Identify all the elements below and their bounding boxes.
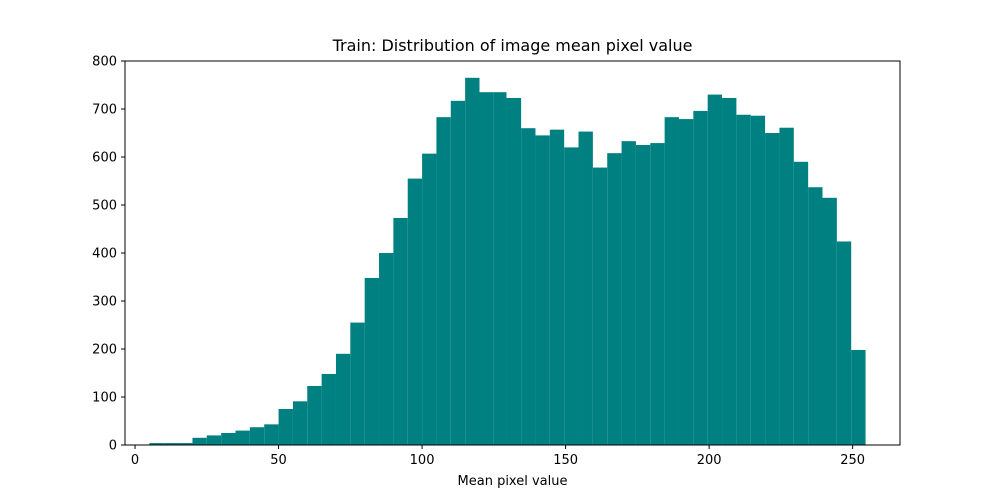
histogram-bar-22 [465, 77, 480, 446]
histogram-bar-29 [564, 147, 579, 445]
histogram-bar-18 [407, 178, 423, 445]
histogram-bar-30 [578, 131, 593, 445]
histogram-bar-17 [393, 217, 408, 445]
histogram-bar-44 [779, 127, 794, 445]
histogram-bar-19 [422, 153, 437, 445]
chart-title: Train: Distribution of image mean pixel … [332, 36, 693, 55]
x-tick-label-0: 0 [131, 453, 139, 468]
histogram-bar-16 [379, 253, 394, 445]
histogram-bar-21 [450, 100, 466, 445]
y-tick-label-1: 100 [92, 391, 117, 406]
histogram-bar-47 [822, 197, 837, 445]
y-tick-label-8: 800 [92, 55, 117, 70]
histogram-bar-45 [793, 161, 809, 446]
histogram-bar-23 [479, 92, 494, 445]
histogram-bar-0 [149, 443, 164, 445]
histogram-bar-20 [436, 117, 451, 445]
x-tick-label-4: 200 [697, 453, 722, 468]
x-tick-label-3: 150 [553, 453, 578, 468]
histogram-bar-36 [664, 117, 679, 445]
histogram-bar-40 [722, 97, 737, 446]
histogram-bar-14 [350, 322, 365, 445]
histogram-bar-33 [621, 141, 636, 445]
histogram-bar-12 [321, 373, 336, 445]
histogram-bar-38 [693, 110, 708, 446]
histogram-bar-24 [493, 92, 507, 445]
histogram-bar-3 [192, 437, 207, 445]
x-tick-label-2: 100 [410, 453, 435, 468]
histogram-bar-39 [707, 94, 723, 445]
ticks-group: 0 50 100 150 200 250 0 100 200 300 400 500 600 700 800 [92, 55, 865, 469]
y-tick-label-7: 700 [92, 103, 117, 118]
histogram-bar-2 [178, 443, 193, 445]
histogram-bar-7 [249, 427, 265, 445]
histogram-bar-48 [836, 241, 852, 445]
histogram-bar-27 [535, 135, 550, 445]
histogram-bar-34 [635, 145, 651, 445]
histogram-bar-9 [278, 409, 293, 445]
histogram-bar-37 [678, 119, 694, 445]
histogram-bar-46 [808, 187, 823, 446]
y-tick-label-5: 500 [92, 199, 117, 214]
histogram-bar-10 [292, 401, 308, 445]
x-tick-label-1: 50 [270, 453, 287, 468]
y-tick-label-0: 0 [109, 439, 117, 454]
histogram-bar-11 [307, 385, 322, 445]
y-tick-label-2: 200 [92, 343, 117, 358]
histogram-bar-15 [364, 277, 380, 445]
histogram-bar-25 [506, 97, 522, 446]
histogram-bar-41 [736, 114, 751, 445]
y-tick-label-4: 400 [92, 247, 117, 262]
y-tick-label-3: 300 [92, 295, 117, 310]
histogram-bar-49 [851, 349, 866, 445]
histogram-bar-35 [650, 143, 665, 445]
histogram-bar-32 [607, 153, 622, 445]
histogram-bar-31 [592, 167, 608, 445]
y-tick-label-6: 600 [92, 151, 117, 166]
histogram-bar-13 [335, 353, 351, 445]
histogram-bar-4 [206, 435, 222, 445]
x-axis-label: Mean pixel value [458, 474, 568, 489]
x-tick-label-5: 250 [840, 453, 865, 468]
bars-group [149, 77, 866, 446]
histogram-bar-1 [163, 443, 179, 445]
histogram-bar-5 [221, 433, 236, 445]
histogram-bar-43 [765, 133, 780, 445]
histogram-bar-8 [264, 424, 279, 445]
histogram-bar-6 [235, 430, 250, 445]
histogram-bar-28 [549, 129, 565, 445]
histogram-bar-26 [521, 128, 536, 445]
plot-frame [124, 60, 901, 446]
histogram-bar-42 [750, 115, 766, 445]
